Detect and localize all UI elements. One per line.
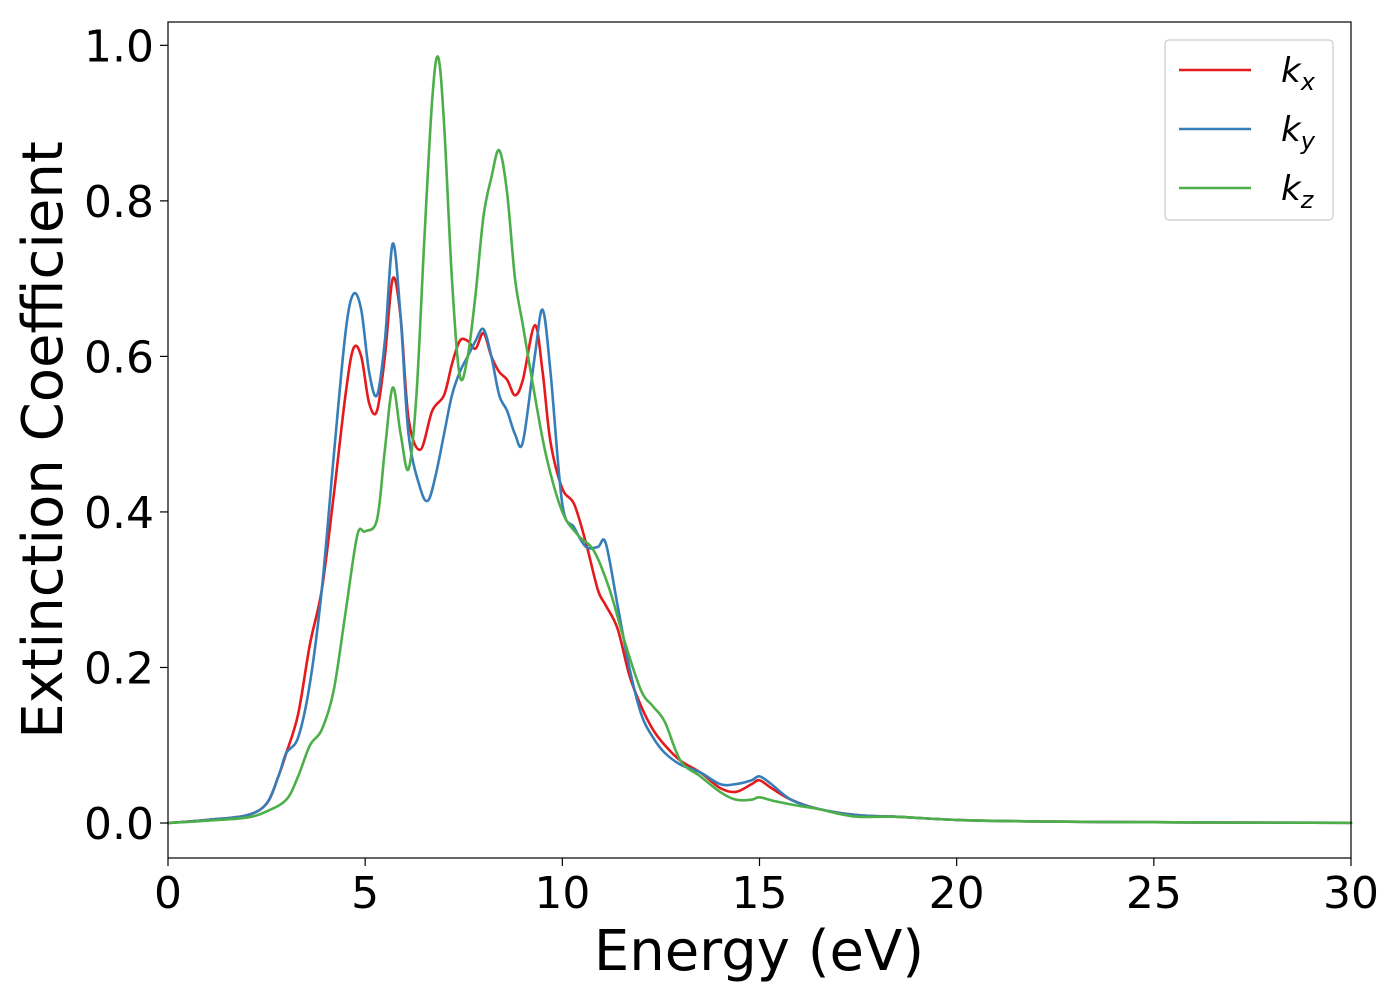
x-tick-label: 30	[1323, 868, 1379, 919]
legend-label-subscript: y	[1300, 127, 1316, 155]
y-tick-label: 0.4	[84, 488, 154, 539]
y-tick-label: 0.8	[84, 177, 154, 228]
legend-label-y: ky	[1281, 110, 1316, 155]
x-tick-label: 0	[154, 868, 182, 919]
plot-area	[168, 22, 1351, 858]
legend-label-base: k	[1281, 110, 1302, 150]
x-tick-label: 25	[1126, 868, 1182, 919]
legend-label-base: k	[1281, 51, 1302, 91]
y-tick-label: 0.0	[84, 799, 154, 850]
legend-label-subscript: z	[1300, 186, 1315, 214]
series-line-z	[166, 55, 1353, 825]
legend-label-z: kz	[1281, 169, 1315, 214]
y-tick-label: 1.0	[84, 21, 154, 72]
x-tick-label: 10	[534, 868, 590, 919]
series-line-x	[166, 276, 1353, 825]
series-layer	[166, 55, 1353, 825]
x-axis-label: Energy (eV)	[594, 919, 924, 984]
y-axis-label: Extinction Coefficient	[11, 141, 76, 739]
series-line-y	[166, 242, 1353, 825]
x-axis: 0 5 10 15 20 25 30	[154, 858, 1379, 919]
legend-label-base: k	[1281, 169, 1302, 209]
x-tick-label: 20	[929, 868, 985, 919]
y-tick-label: 0.6	[84, 332, 154, 383]
x-tick-label: 5	[351, 868, 379, 919]
x-tick-label: 15	[732, 868, 788, 919]
y-tick-label: 0.2	[84, 643, 154, 694]
y-axis: 0.0 0.2 0.4 0.6 0.8 1.0	[84, 21, 168, 850]
legend-label-x: kx	[1281, 51, 1316, 96]
legend-label-subscript: x	[1300, 68, 1316, 96]
